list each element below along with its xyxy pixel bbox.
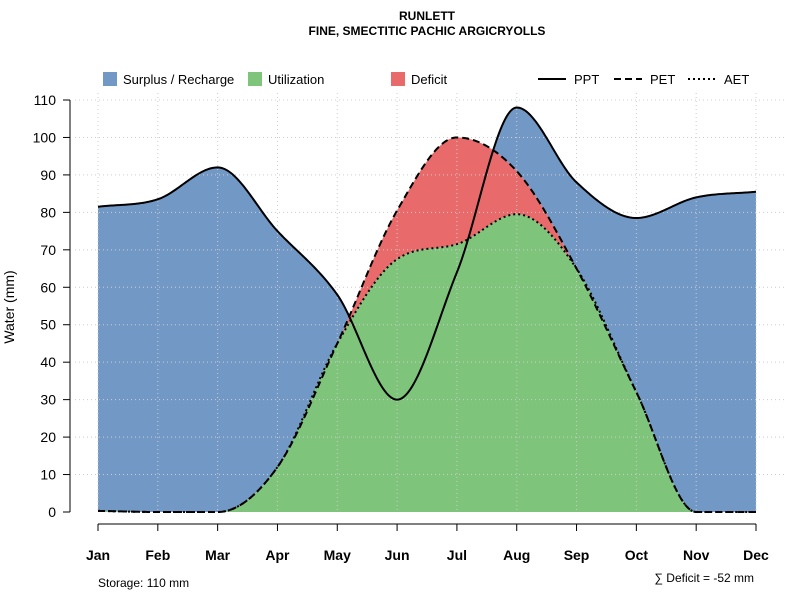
x-tick-label: Jun [385, 547, 410, 563]
legend-swatch-deficit [391, 72, 405, 86]
legend-label-aet: AET [724, 72, 749, 87]
y-axis: 0 10 20 30 40 50 60 70 80 90 100 110 [33, 92, 71, 520]
y-tick-label: 80 [40, 204, 56, 220]
x-tick-label: Jul [447, 547, 467, 563]
y-tick-label: 100 [33, 129, 57, 145]
y-tick-label: 10 [40, 467, 56, 483]
legend-swatch-surplus [103, 72, 117, 86]
plot-area [75, 93, 784, 513]
y-tick-label: 0 [48, 504, 56, 520]
y-tick-label: 20 [40, 429, 56, 445]
series-line-pet [97, 136, 756, 513]
legend-label-surplus: Surplus / Recharge [123, 72, 234, 87]
chart-subtitle: FINE, SMECTITIC PACHIC ARGICRYOLLS [309, 24, 546, 38]
x-tick-label: Aug [503, 547, 530, 563]
legend-label-deficit: Deficit [411, 72, 448, 87]
series-line-ppt [97, 106, 757, 401]
legend-label-pet: PET [650, 72, 675, 87]
x-tick-label: Jan [86, 547, 110, 563]
legend-label-utilization: Utilization [268, 72, 324, 87]
x-tick-label: Nov [683, 547, 710, 563]
area-surplus-recharge [98, 107, 756, 513]
y-tick-label: 110 [34, 92, 57, 108]
y-tick-label: 30 [40, 392, 56, 408]
x-tick-label: Oct [625, 547, 649, 563]
x-tick-label: May [324, 547, 351, 563]
x-tick-label: Sep [564, 547, 590, 563]
y-tick-label: 50 [40, 317, 56, 333]
x-tick-label: Apr [265, 547, 290, 563]
x-tick-label: Feb [145, 547, 170, 563]
legend-label-ppt: PPT [574, 72, 599, 87]
y-axis-label: Water (mm) [1, 270, 17, 343]
y-tick-label: 40 [40, 354, 56, 370]
legend: Surplus / Recharge Utilization Deficit P… [103, 72, 749, 87]
legend-swatch-utilization [248, 72, 262, 86]
deficit-note: ∑ Deficit = -52 mm [654, 571, 754, 585]
y-tick-label: 90 [40, 167, 56, 183]
area-layer [98, 107, 756, 513]
y-tick-label: 60 [40, 279, 56, 295]
x-tick-label: Dec [743, 547, 769, 563]
y-tick-label: 70 [40, 242, 56, 258]
series-line-aet [97, 213, 756, 513]
chart-title: RUNLETT [399, 9, 456, 23]
x-axis: Jan Feb Mar Apr May Jun Jul Aug Sep Oct Nov Dec [86, 523, 769, 563]
line-layer [97, 106, 757, 513]
x-tick-label: Mar [205, 547, 230, 563]
storage-note: Storage: 110 mm [98, 576, 189, 590]
